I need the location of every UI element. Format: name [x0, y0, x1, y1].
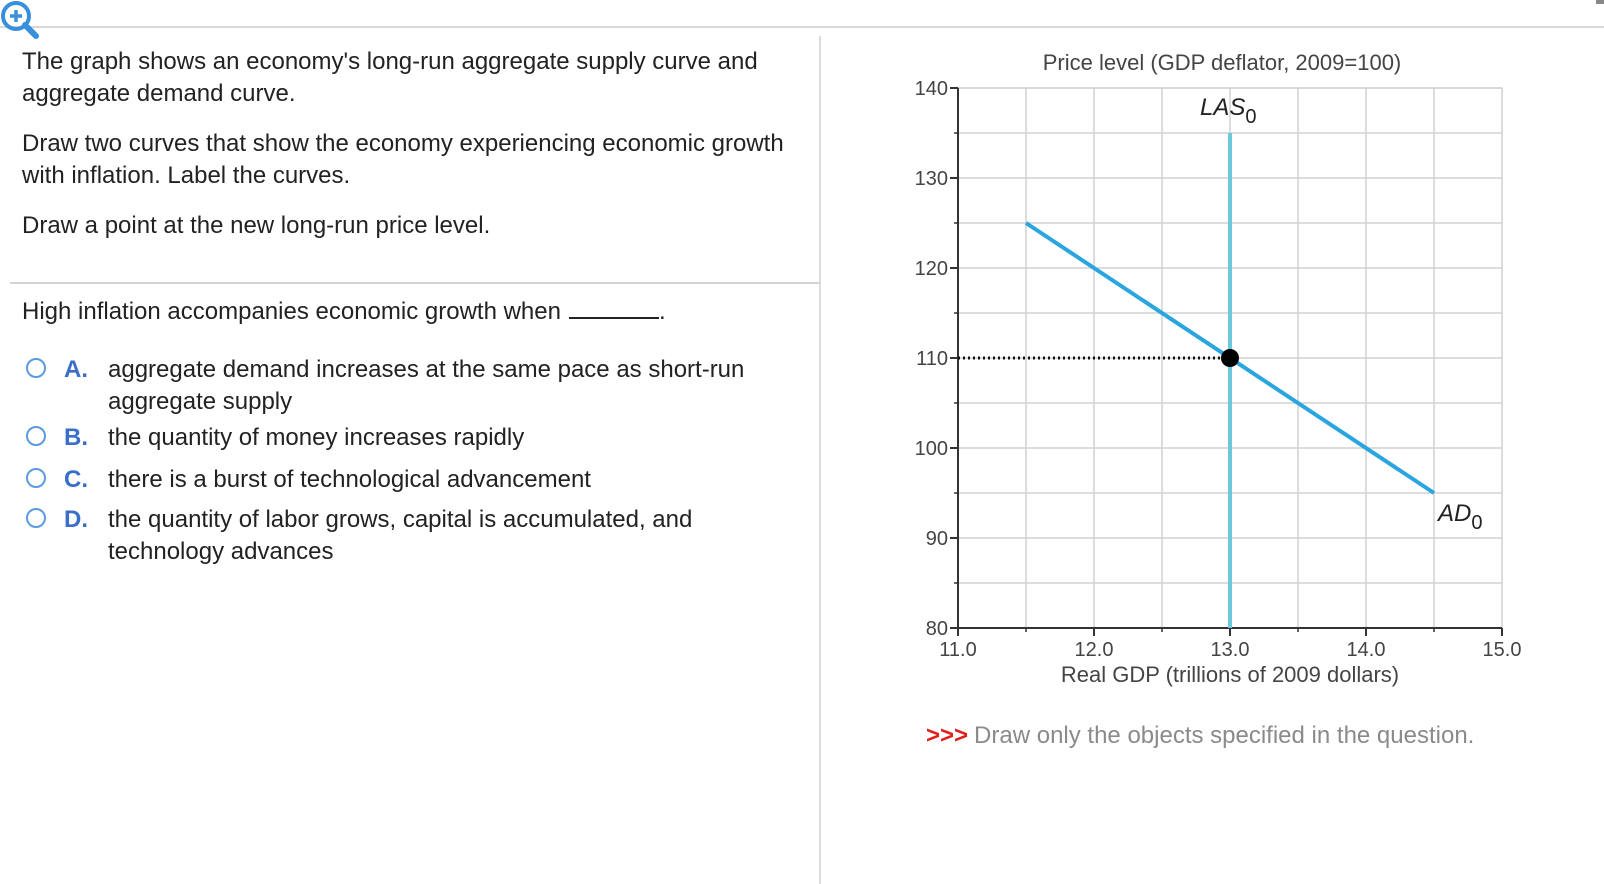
- y-tick-label: 80: [926, 618, 948, 640]
- option-a[interactable]: A. aggregate demand increases at the sam…: [22, 354, 802, 424]
- instruction-1: The graph shows an economy's long-run ag…: [22, 48, 758, 107]
- radio-d[interactable]: [26, 508, 46, 528]
- y-tick-label: 100: [915, 438, 948, 460]
- x-tick-label: 15.0: [1483, 639, 1522, 661]
- note-text: Draw only the objects specified in the q…: [974, 722, 1475, 749]
- option-d-text: the quantity of labor grows, capital is …: [108, 506, 693, 565]
- x-tick-label: 11.0: [939, 639, 976, 661]
- option-b-letter: B.: [64, 424, 88, 451]
- answer-blank: [568, 297, 659, 319]
- option-b[interactable]: B. the quantity of money increases rapid…: [22, 422, 802, 458]
- radio-c[interactable]: [26, 468, 46, 488]
- x-tick-label: 12.0: [1075, 639, 1114, 661]
- y-tick-label: 130: [915, 168, 948, 190]
- question-stem: High inflation accompanies economic grow…: [22, 296, 666, 328]
- tick-labels: 80 90 100 110 120 130 140 11.0 12.0 13.0 14.0 15.0: [915, 78, 1522, 661]
- option-c-text: there is a burst of technological advanc…: [108, 466, 591, 493]
- y-tick-label: 120: [915, 258, 948, 280]
- option-a-letter: A.: [64, 356, 88, 383]
- corner-mark: [1596, 0, 1604, 4]
- x-axis-label: Real GDP (trillions of 2009 dollars): [1061, 662, 1399, 687]
- note-arrows: >>>: [926, 722, 969, 749]
- question-text: High inflation accompanies economic grow…: [22, 298, 561, 325]
- y-tick-label: 110: [916, 348, 948, 370]
- option-c[interactable]: C. there is a burst of technological adv…: [22, 464, 802, 500]
- radio-a[interactable]: [26, 358, 46, 378]
- equilibrium-point: [1221, 349, 1239, 367]
- option-a-text: aggregate demand increases at the same p…: [108, 356, 745, 415]
- zoom-in-icon[interactable]: [0, 0, 40, 40]
- option-b-text: the quantity of money increases rapidly: [108, 424, 525, 451]
- draw-note: >>> Draw only the objects specified in th…: [926, 720, 1474, 752]
- curves: LAS0 AD0: [958, 94, 1482, 628]
- column-divider: [819, 36, 821, 884]
- section-divider: [10, 282, 820, 284]
- las-label: LAS0: [1200, 94, 1257, 128]
- y-tick-label: 90: [926, 528, 948, 550]
- instruction-3: Draw a point at the new long-run price l…: [22, 212, 491, 239]
- x-tick-label: 13.0: [1211, 639, 1250, 661]
- ad-label: AD0: [1436, 500, 1482, 534]
- y-tick-label: 140: [915, 78, 948, 100]
- top-rule: [0, 26, 1604, 28]
- option-c-letter: C.: [64, 466, 88, 493]
- x-tick-label: 14.0: [1347, 639, 1386, 661]
- chart-title: Price level (GDP deflator, 2009=100): [1043, 50, 1402, 75]
- radio-b[interactable]: [26, 426, 46, 446]
- question-suffix: .: [658, 298, 666, 325]
- option-d-letter: D.: [64, 506, 88, 533]
- option-d[interactable]: D. the quantity of labor grows, capital …: [22, 504, 802, 574]
- instruction-2: Draw two curves that show the economy ex…: [22, 130, 784, 189]
